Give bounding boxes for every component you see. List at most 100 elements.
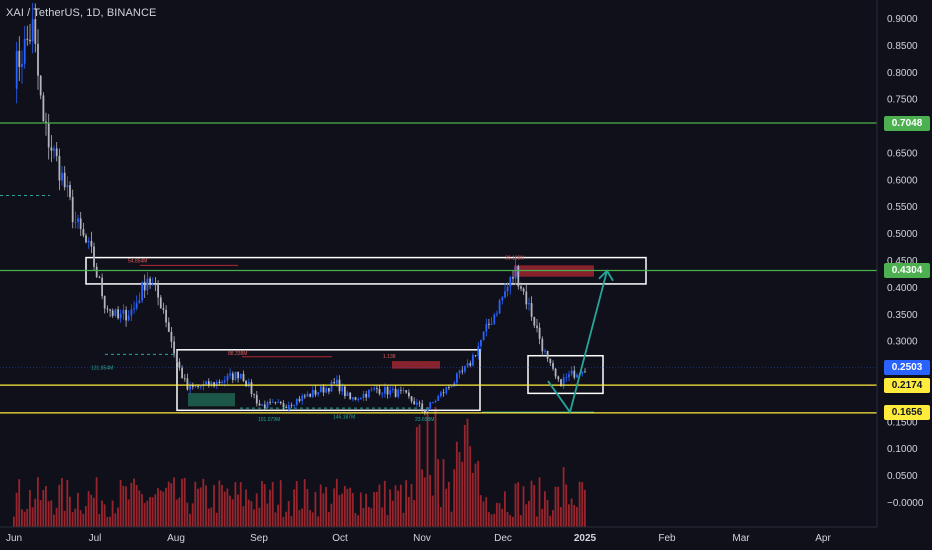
- volume-bar: [77, 492, 79, 527]
- current-price-price-badge: 0.2503: [884, 359, 930, 375]
- candle-body: [405, 390, 408, 393]
- volume-bar: [437, 459, 439, 527]
- candle-body: [525, 291, 528, 305]
- volume-bar: [55, 507, 58, 527]
- volume-bar: [533, 485, 536, 527]
- candle-body: [456, 373, 458, 383]
- candle-body: [245, 381, 247, 387]
- volume-bar: [528, 500, 530, 527]
- volume-bar: [554, 486, 557, 527]
- volume-bar: [146, 500, 149, 527]
- time-tick-label: Dec: [494, 533, 512, 544]
- volume-bar: [541, 508, 544, 527]
- volume-bar: [546, 499, 549, 527]
- time-tick-label: Apr: [815, 533, 831, 544]
- supply-block: [392, 361, 440, 369]
- candle-body: [165, 309, 167, 323]
- volume-bar: [101, 500, 103, 527]
- volume-bar: [509, 514, 512, 527]
- candle-body: [15, 50, 18, 89]
- candle-body: [341, 386, 344, 392]
- price-axis[interactable]: 0.9000 0.8500 0.8000 0.7500 0.6500 0.6000 0.55…: [887, 14, 924, 509]
- volume-bar: [231, 499, 234, 527]
- candle-body: [461, 370, 464, 372]
- candle-body: [544, 350, 546, 352]
- candle-body: [157, 285, 159, 298]
- volume-bar: [415, 427, 418, 527]
- candle-body: [418, 402, 421, 404]
- time-tick-label: Jun: [6, 533, 22, 544]
- candle-body: [173, 341, 175, 354]
- volume-bar: [479, 495, 482, 527]
- chart-labels: 54.854M 131.854M 88.338M 1.138 30.109M 101.07…: [91, 256, 524, 423]
- volume-bar: [426, 407, 429, 527]
- volume-bar: [159, 490, 162, 527]
- volume-bar: [463, 424, 466, 527]
- volume-bar: [114, 513, 117, 527]
- candle-body: [285, 406, 288, 408]
- volume-bar: [13, 516, 15, 527]
- candle-body: [258, 403, 261, 406]
- candle-body: [130, 309, 133, 316]
- candle-body: [301, 395, 304, 401]
- volume-bar: [397, 490, 399, 527]
- candle-body: [440, 392, 442, 397]
- candle-body: [90, 240, 93, 247]
- volume-bar: [239, 482, 242, 527]
- candle-body: [231, 373, 234, 381]
- volume-bar: [354, 513, 357, 527]
- candle-body: [330, 382, 333, 392]
- volume-annotation: 30.109M: [505, 256, 524, 262]
- candle-body: [394, 388, 397, 397]
- volume-annotation: 23.658M: [415, 417, 434, 423]
- volume-bar: [63, 510, 66, 527]
- candle-body: [528, 303, 530, 305]
- volume-bar: [378, 484, 381, 527]
- candle-body: [413, 401, 416, 405]
- candle-body: [541, 338, 544, 352]
- volume-bar: [504, 491, 506, 527]
- candle-body: [552, 363, 554, 369]
- candle-body: [210, 382, 213, 386]
- candle-body: [199, 386, 202, 388]
- volume-bar: [269, 489, 271, 527]
- price-tick-label: 0.3500: [887, 310, 918, 321]
- candle-body: [55, 148, 58, 157]
- volume-bar: [495, 502, 498, 527]
- symbol-title[interactable]: XAI / TetherUS, 1D, BINANCE: [6, 7, 157, 19]
- volume-bar: [314, 491, 317, 527]
- candle-body: [141, 282, 143, 301]
- volume-bar: [207, 508, 210, 527]
- time-axis[interactable]: Jun Jul Aug Sep Oct Nov Dec 2025 Feb Mar Apr: [6, 533, 832, 544]
- volume-bar: [255, 493, 258, 527]
- candle-body: [293, 404, 296, 406]
- volume-bar: [367, 507, 370, 527]
- candle-body: [357, 398, 360, 400]
- volume-bar: [45, 486, 47, 527]
- price-tick-label: 0.6000: [887, 175, 918, 186]
- volume-bar: [109, 516, 111, 527]
- candle-body: [117, 309, 119, 319]
- volume-bar: [221, 485, 223, 527]
- candle-body: [520, 286, 522, 289]
- volume-bar: [295, 481, 298, 527]
- candle-body: [125, 309, 127, 321]
- volume-bar: [565, 484, 568, 527]
- volume-bar: [335, 478, 338, 527]
- volume-bar: [370, 508, 373, 527]
- candle-body: [42, 95, 45, 122]
- volume-bar: [95, 477, 98, 527]
- candle-body: [21, 63, 23, 67]
- volume-bar: [74, 508, 77, 527]
- volume-bar: [493, 513, 496, 527]
- candle-body: [119, 314, 122, 319]
- volume-bar: [151, 497, 154, 527]
- volume-bar: [429, 474, 431, 527]
- price-tick-label: 0.8000: [887, 68, 918, 79]
- price-tick-label: −0.0000: [887, 498, 924, 509]
- volume-bar: [562, 467, 565, 527]
- volume-bar: [170, 483, 173, 527]
- volume-bar: [402, 512, 405, 527]
